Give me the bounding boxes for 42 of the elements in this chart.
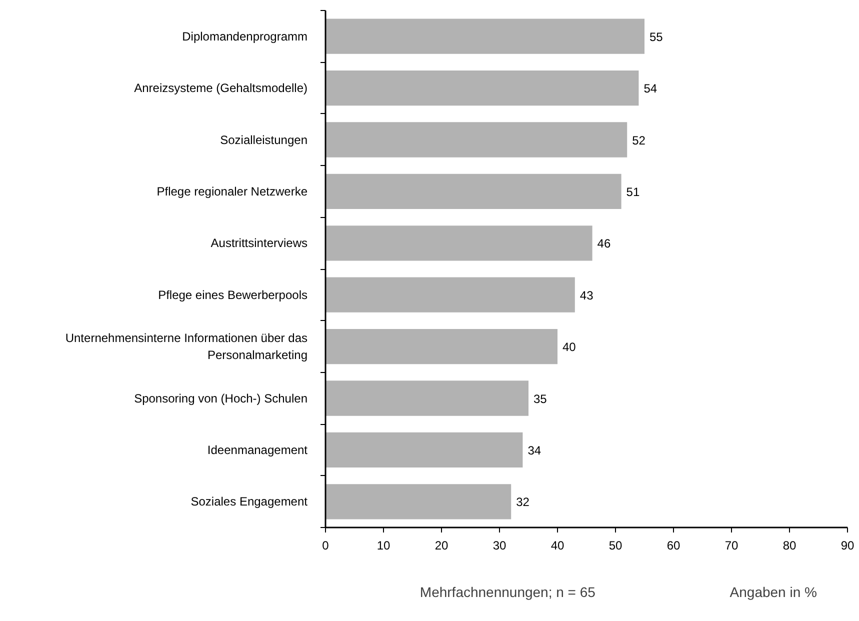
y-tick-label: Sozialleistungen [220, 132, 308, 147]
x-tick-label: 20 [434, 538, 448, 552]
x-tick-label: 30 [492, 538, 506, 552]
data-label: 40 [562, 340, 576, 354]
text: Angaben in % [730, 584, 817, 600]
data-label: 51 [626, 184, 640, 199]
data-label: 54 [644, 82, 658, 96]
x-tick-label: 90 [840, 538, 854, 552]
x-tick-label: 60 [666, 538, 680, 552]
x-tick-label: 10 [376, 538, 390, 552]
bar [326, 70, 639, 106]
y-tick-label: Sponsoring von (Hoch-) Schulen [134, 391, 308, 406]
x-tick-label: 70 [724, 538, 738, 552]
y-tick-label: Pflege regionaler Netzwerke [156, 184, 308, 198]
data-label: 52 [632, 133, 646, 148]
y-tick-label: Pflege eines Bewerberpools [158, 288, 308, 302]
data-label: 35 [534, 392, 548, 406]
x-tick-label: 80 [782, 538, 796, 552]
bar [326, 277, 575, 312]
y-tick-label: Austrittsinterviews [210, 236, 308, 250]
bar [326, 226, 592, 261]
data-label: 43 [580, 288, 594, 302]
x-tick-label: 0 [322, 538, 330, 552]
text: Mehrfachnennungen; n = 65 [420, 584, 596, 600]
bar [326, 174, 622, 210]
data-label: 34 [528, 443, 542, 458]
y-tick-label: Ideenmanagement [207, 442, 308, 457]
bar [326, 122, 628, 158]
bar [326, 484, 512, 520]
y-tick-label: Anreizsysteme (Gehaltsmodelle) [134, 81, 308, 96]
bar [326, 432, 523, 468]
data-label: 46 [597, 236, 611, 251]
x-tick-label: 40 [550, 538, 564, 552]
bar [326, 18, 644, 54]
x-tick-label: 50 [608, 538, 622, 552]
y-tick-label: Diplomandenprogramm [182, 29, 308, 44]
bar [326, 380, 528, 416]
y-tick-label: Soziales Engagement [190, 494, 308, 509]
data-label: 32 [516, 495, 530, 510]
y-tick-label: Unternehmensinterne Informationen über das Personalmarketing [65, 331, 308, 362]
bar [326, 328, 558, 364]
data-label: 55 [650, 30, 664, 44]
